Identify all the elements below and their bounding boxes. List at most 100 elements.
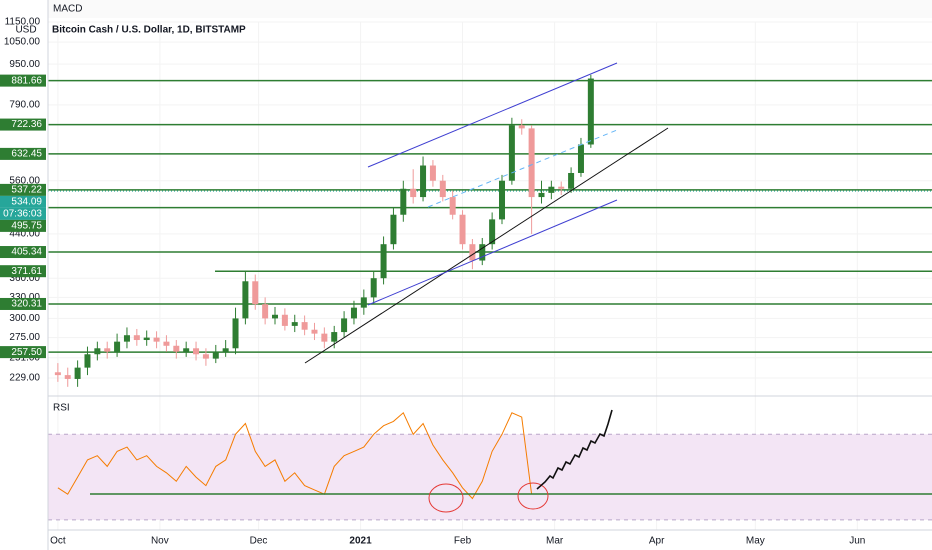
x-tick-label: Apr xyxy=(649,536,665,547)
candle-body xyxy=(183,348,190,352)
candle-body xyxy=(420,165,427,198)
y-tick-label: 1150.00 xyxy=(5,17,41,28)
candles-layer xyxy=(54,74,594,387)
price-box-label: 632.45 xyxy=(11,149,42,160)
x-tick-label: May xyxy=(746,536,765,547)
candle-body xyxy=(212,351,219,359)
candle-body xyxy=(281,314,288,326)
candle-body xyxy=(548,186,555,193)
candle-body xyxy=(272,314,279,319)
price-box-label: 537.22 xyxy=(11,185,42,196)
trend-line xyxy=(304,127,669,364)
candle-body xyxy=(301,322,308,330)
candle-body xyxy=(400,188,407,215)
macd-label: MACD xyxy=(53,4,82,15)
rsi-circle xyxy=(517,482,549,510)
candle-body xyxy=(232,318,239,349)
price-box-label: 534.09 xyxy=(11,197,42,208)
candle-body xyxy=(104,348,111,352)
price-box-label: 257.50 xyxy=(11,347,42,358)
candle-body xyxy=(518,125,525,129)
price-box xyxy=(0,147,46,160)
price-box-label: 405.34 xyxy=(11,247,42,258)
candle-body xyxy=(94,348,101,355)
candle-body xyxy=(163,341,170,346)
candle-body xyxy=(439,180,446,198)
x-tick-label: Mar xyxy=(546,536,564,547)
price-box xyxy=(0,195,46,208)
candle-body xyxy=(469,244,476,261)
candle-body xyxy=(202,354,209,359)
y-tick-label: 1050.00 xyxy=(4,37,41,48)
symbol-title: Bitcoin Cash / U.S. Dollar, 1D, BITSTAMP xyxy=(52,25,246,36)
candle-body xyxy=(360,297,367,308)
price-box-label: 320.31 xyxy=(11,299,42,310)
price-box xyxy=(0,207,46,220)
candle-body xyxy=(538,192,545,198)
candle-body xyxy=(133,335,140,341)
axis-layer: Oct Nov Dec 2021 Feb Mar Apr May Jun 1150.00 1050.… xyxy=(0,0,865,550)
x-tick-label: Dec xyxy=(250,536,268,547)
currency-label: USD xyxy=(15,25,36,36)
price-box xyxy=(0,265,46,278)
price-box xyxy=(0,118,46,131)
x-tick-label: Feb xyxy=(454,536,472,547)
price-box-label: 371.61 xyxy=(11,266,42,277)
price-box xyxy=(0,219,46,232)
candle-body xyxy=(528,128,535,198)
candle-body xyxy=(577,144,584,173)
candle-body xyxy=(489,219,496,245)
candle-body xyxy=(311,329,318,334)
candle-body xyxy=(508,125,515,181)
y-tick-label: 330.00 xyxy=(9,292,40,303)
rsi-line xyxy=(57,411,533,500)
candle-body xyxy=(242,281,249,319)
x-tick-label: Oct xyxy=(50,536,66,547)
candle-body xyxy=(252,281,259,305)
rsi-pane xyxy=(48,395,932,531)
y-tick-label: 950.00 xyxy=(9,59,40,70)
price-box xyxy=(0,346,46,359)
price-box xyxy=(0,74,46,87)
y-tick-label: 275.00 xyxy=(9,332,40,343)
candle-body xyxy=(64,375,71,379)
rsi-circle xyxy=(428,483,464,513)
candle-body xyxy=(459,214,466,245)
price-box-label: 881.66 xyxy=(11,75,42,86)
y-tick-label: 560.00 xyxy=(9,175,40,186)
candle-body xyxy=(262,304,269,319)
channel-middle xyxy=(427,129,618,208)
candle-body xyxy=(410,188,417,198)
x-tick-label: Jun xyxy=(849,536,865,547)
channel-upper xyxy=(367,62,618,168)
price-box-label: 495.75 xyxy=(11,221,42,232)
candle-body xyxy=(390,214,397,245)
candle-body xyxy=(84,354,91,368)
candle-body xyxy=(587,78,594,145)
x-tick-label: 2021 xyxy=(349,536,372,547)
candle-body xyxy=(114,341,121,352)
candle-body xyxy=(370,278,377,298)
candle-body xyxy=(380,244,387,279)
candle-body xyxy=(479,244,486,261)
price-box xyxy=(0,246,46,259)
candle-body xyxy=(222,348,229,352)
candle-body xyxy=(291,322,298,326)
candle-body xyxy=(193,348,200,355)
price-box xyxy=(0,297,46,310)
levels-layer xyxy=(48,79,932,353)
candle-body xyxy=(143,337,150,341)
x-tick-label: Nov xyxy=(151,536,169,547)
price-box-label: 07:36:03 xyxy=(3,209,42,220)
rsi-projection xyxy=(536,409,613,490)
candle-body xyxy=(173,345,180,352)
candle-body xyxy=(123,335,130,342)
rsi-label: RSI xyxy=(53,403,70,414)
candle-body xyxy=(74,367,81,379)
labels-layer: MACD Bitcoin Cash / U.S. Dollar, 1D, BIT… xyxy=(15,0,932,414)
drawings xyxy=(90,62,932,513)
y-tick-label: 790.00 xyxy=(9,99,40,110)
candle-body xyxy=(153,337,160,342)
candle-body xyxy=(350,307,357,319)
candle-body xyxy=(429,165,436,181)
